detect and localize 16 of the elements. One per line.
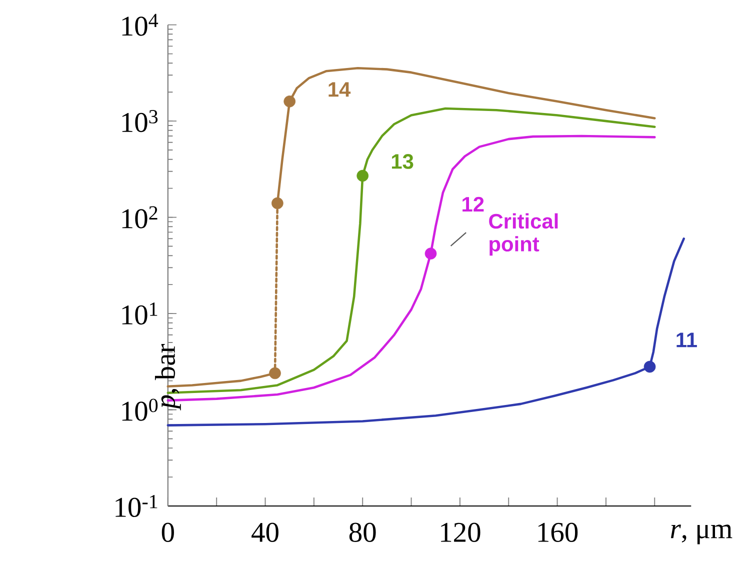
series-label: 11	[676, 332, 697, 348]
x-tick-label: 0	[162, 522, 174, 542]
y-tick-label: 10$^{-1}$	[116, 495, 158, 518]
y-tick-label: 10$^{2}$	[122, 206, 158, 228]
y-tick-label: 10$^{4}$	[122, 14, 158, 36]
annotation: Critical point	[489, 213, 558, 256]
x-tick-label: 40	[252, 522, 278, 542]
x-tick-label: 120	[441, 522, 480, 542]
series-label: 13	[392, 154, 414, 170]
x-tick-label: 160	[538, 522, 578, 542]
series-label: 14	[328, 82, 351, 97]
x-tick-label: 80	[349, 522, 376, 542]
y-tick-label: 10$^{1}$	[122, 302, 158, 325]
x-axis-title: r, μm	[670, 524, 732, 544]
series-label: 12	[462, 197, 484, 212]
y-tick-label: 10$^{3}$	[122, 110, 158, 132]
